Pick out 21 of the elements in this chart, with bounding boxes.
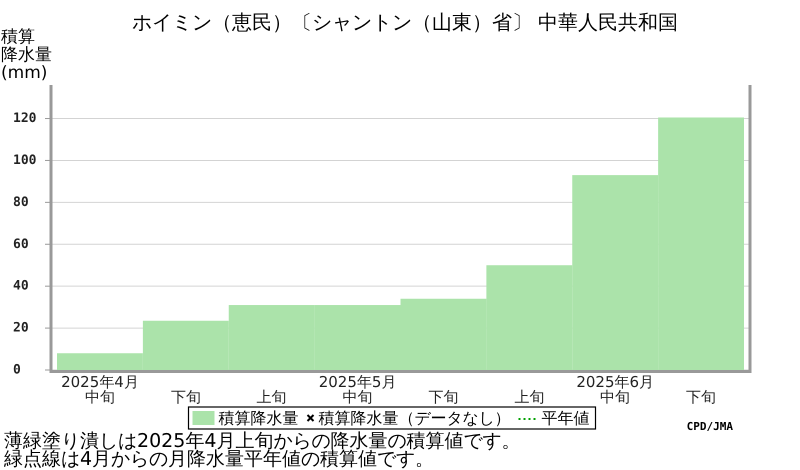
xtick-label: 下旬: [686, 388, 716, 406]
xtick-label: 2025年4月中旬: [61, 373, 139, 406]
ytick-label: 80: [13, 194, 29, 210]
xtick-label: 上旬: [256, 388, 287, 406]
legend-label: 平年値: [542, 408, 590, 428]
annotation: CPD/JMA: [686, 420, 733, 433]
legend-label: 積算降水量: [218, 408, 298, 428]
ytick-label: 0: [13, 362, 21, 378]
xtick-label: 下旬: [428, 388, 458, 406]
ytick-label: 60: [13, 236, 29, 252]
xtick-label: 2025年6月中旬: [576, 373, 654, 406]
ylabel: 積算降水量(mm): [1, 27, 52, 83]
ytick-label: 100: [13, 152, 36, 168]
title: ホイミン（恵民）〔シャントン（山東）省〕 中華人民共和国: [132, 10, 678, 34]
xtick-label: 2025年5月中旬: [318, 373, 396, 406]
ytick-label: 120: [13, 111, 36, 126]
xtick-label: 下旬: [170, 388, 201, 406]
ytick-label: 40: [13, 278, 29, 294]
ytick-label: 20: [13, 320, 29, 336]
xtick-label: 上旬: [514, 388, 544, 406]
legend-label: 積算降水量（データなし）: [318, 408, 510, 428]
